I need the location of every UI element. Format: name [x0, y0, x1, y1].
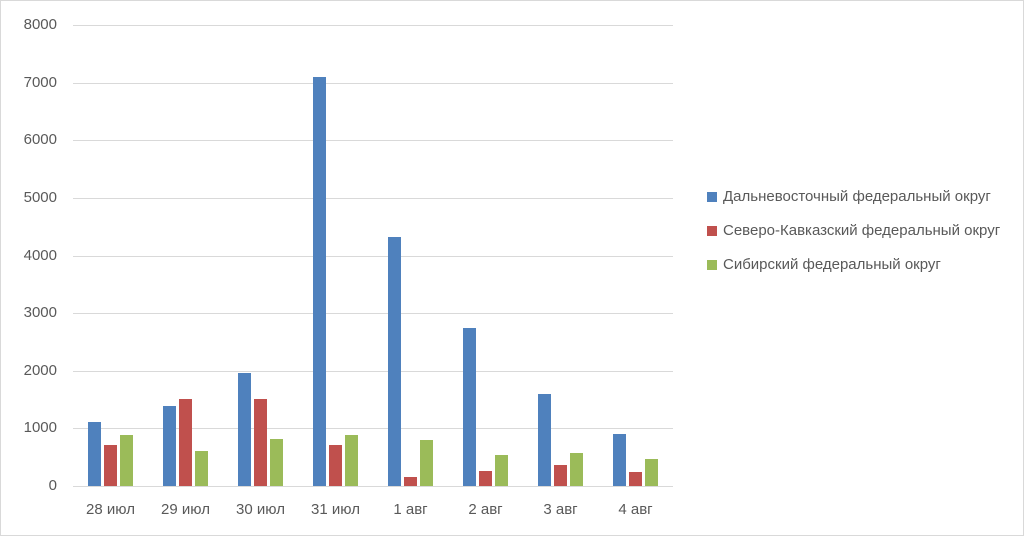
x-tick-label: 3 авг: [543, 501, 578, 518]
y-tick-label: 2000: [23, 362, 57, 379]
gridline: [73, 428, 673, 429]
y-tick-label: 3000: [23, 304, 57, 321]
y-tick-label: 7000: [23, 74, 57, 91]
bar: [345, 435, 358, 486]
y-tick-label: 5000: [23, 189, 57, 206]
bar: [313, 77, 326, 486]
gridline: [73, 198, 673, 199]
y-tick-label: 4000: [23, 247, 57, 264]
bar: [88, 422, 101, 486]
bar: [629, 472, 642, 486]
legend-item-far-eastern: Дальневосточный федеральный округ: [707, 185, 1017, 209]
gridline: [73, 371, 673, 372]
bar: [645, 459, 658, 486]
gridline: [73, 313, 673, 314]
bar: [179, 399, 192, 486]
legend-item-north-caucasus: Северо-Кавказский федеральный округ: [707, 219, 1017, 243]
x-tick-label: 31 июл: [311, 501, 360, 518]
bar: [163, 406, 176, 486]
bar: [479, 471, 492, 486]
gridline: [73, 83, 673, 84]
gridline: [73, 25, 673, 26]
bar: [195, 451, 208, 486]
x-tick-label: 4 авг: [618, 501, 653, 518]
bar: [388, 237, 401, 486]
legend-label: Дальневосточный федеральный округ: [723, 188, 991, 205]
bar: [613, 434, 626, 486]
bar: [570, 453, 583, 486]
legend-label: Северо-Кавказский федеральный округ: [723, 222, 1001, 239]
bar: [238, 373, 251, 486]
gridline: [73, 140, 673, 141]
legend-item-siberian: Сибирский федеральный округ: [707, 253, 1017, 277]
bar: [254, 399, 267, 486]
plot-area: [73, 25, 673, 487]
bar: [404, 477, 417, 486]
bar: [104, 445, 117, 486]
bar: [495, 455, 508, 486]
x-tick-label: 2 авг: [468, 501, 503, 518]
bar: [329, 445, 342, 486]
y-tick-label: 6000: [23, 131, 57, 148]
bar: [270, 439, 283, 486]
legend: Дальневосточный федеральный округ Северо…: [707, 185, 1017, 287]
x-tick-label: 1 авг: [393, 501, 428, 518]
legend-swatch-icon: [707, 192, 717, 202]
legend-label: Сибирский федеральный округ: [723, 256, 941, 273]
bar: [463, 328, 476, 486]
x-axis-line: [73, 486, 673, 487]
bar: [420, 440, 433, 486]
legend-swatch-icon: [707, 260, 717, 270]
x-tick-label: 29 июл: [161, 501, 210, 518]
x-tick-label: 28 июл: [86, 501, 135, 518]
bar: [554, 465, 567, 486]
y-tick-label: 8000: [23, 16, 57, 33]
x-tick-label: 30 июл: [236, 501, 285, 518]
legend-swatch-icon: [707, 226, 717, 236]
y-tick-label: 1000: [23, 419, 57, 436]
bar: [538, 394, 551, 486]
y-tick-label: 0: [48, 477, 57, 494]
gridline: [73, 256, 673, 257]
bar: [120, 435, 133, 486]
